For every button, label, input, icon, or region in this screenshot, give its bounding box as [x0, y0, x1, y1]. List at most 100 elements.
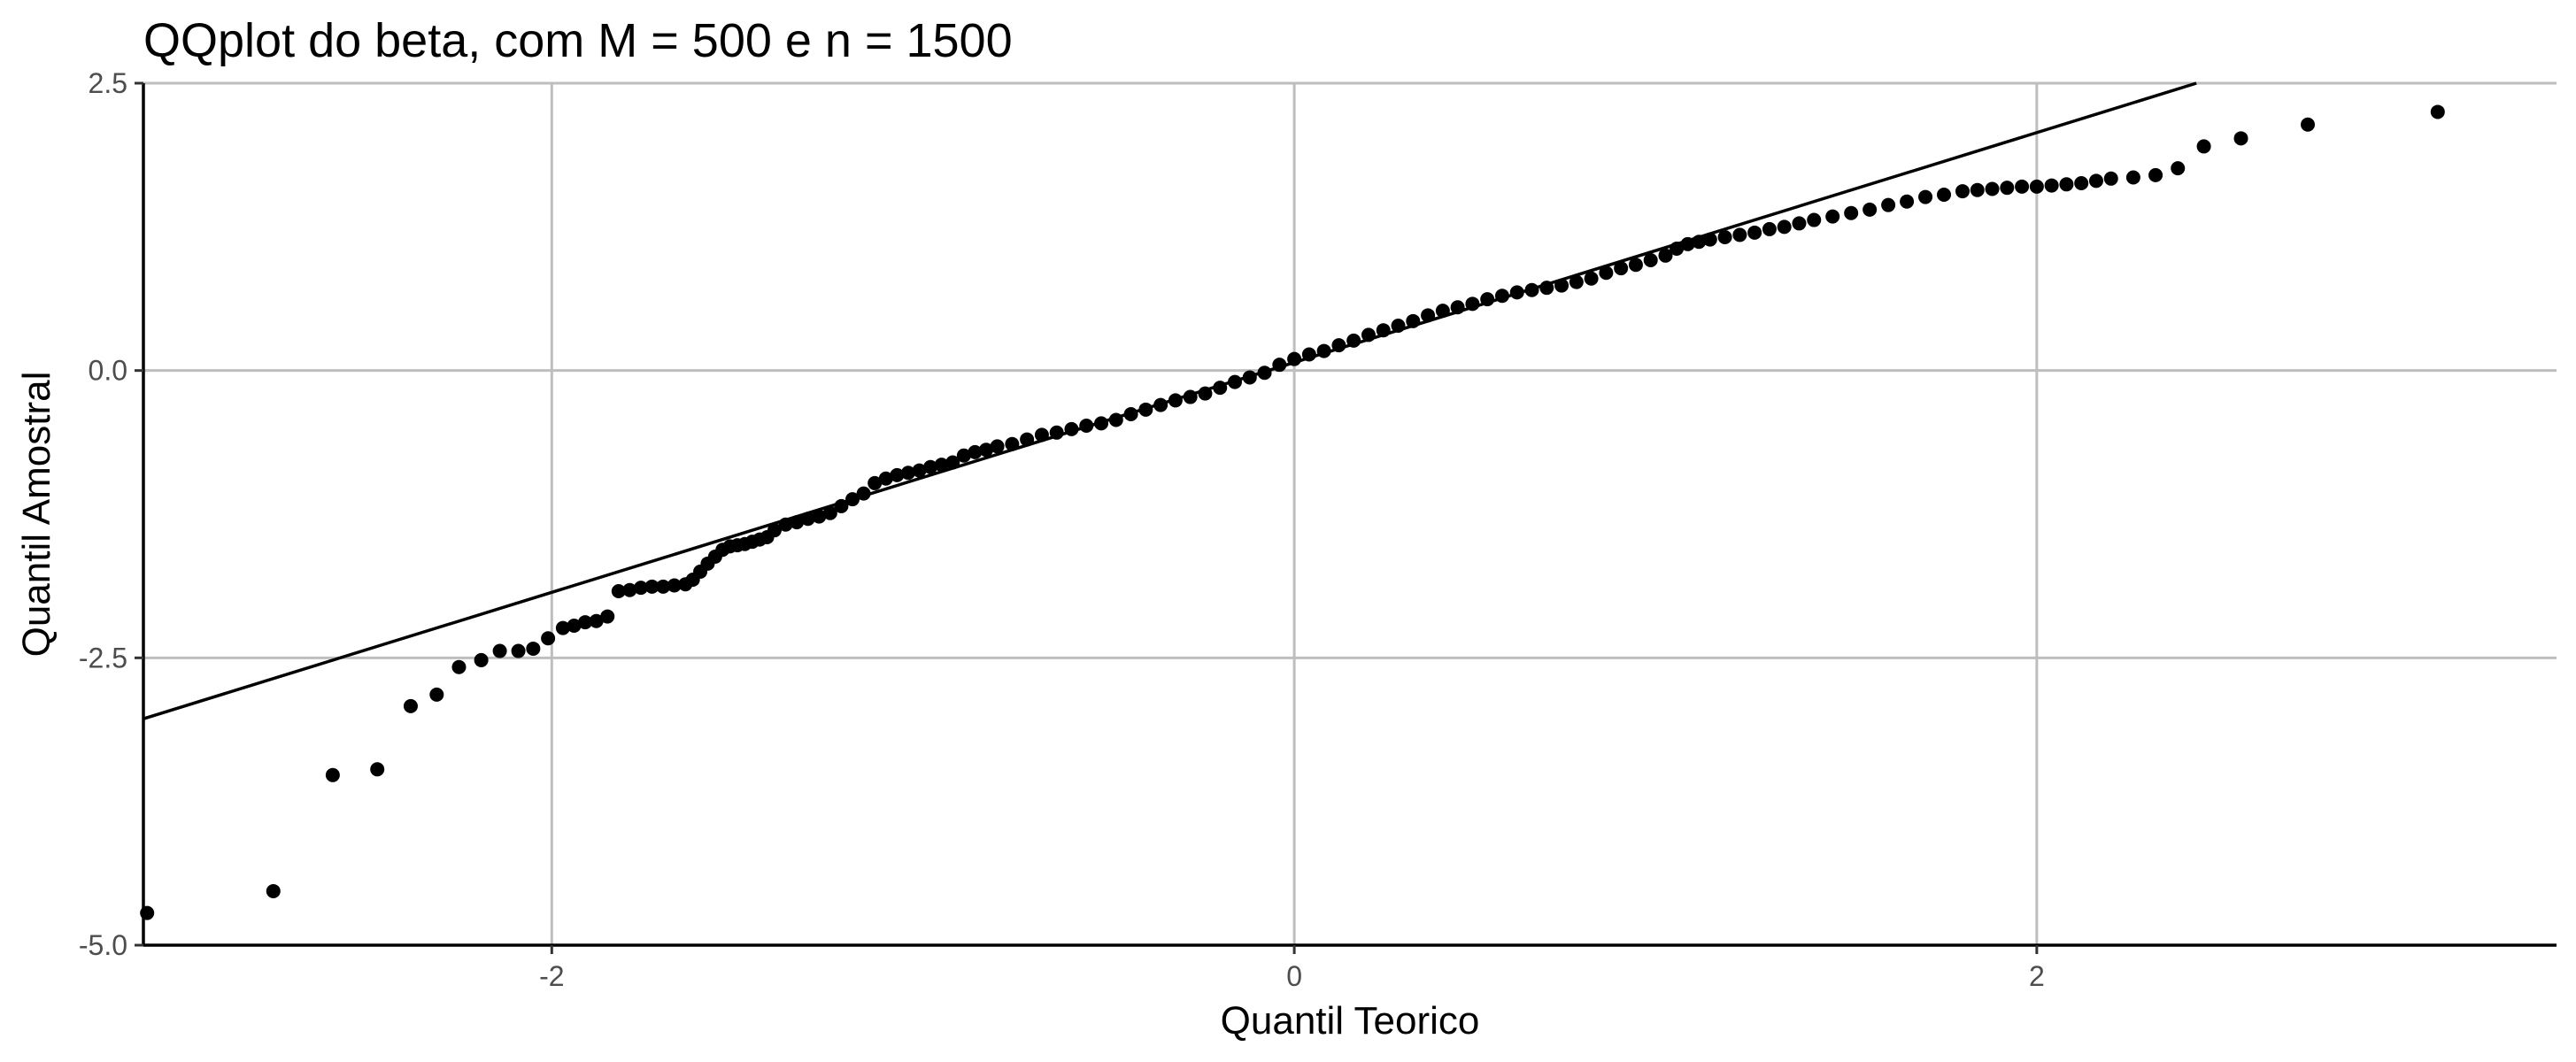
data-point-67 — [1168, 393, 1183, 408]
data-point-63 — [1108, 412, 1123, 427]
data-point-58 — [1034, 427, 1049, 442]
data-point-52 — [956, 448, 971, 463]
data-point-42 — [845, 492, 860, 507]
data-point-41 — [834, 498, 849, 513]
data-point-107 — [1747, 225, 1762, 240]
data-point-61 — [1079, 419, 1094, 434]
data-point-114 — [1863, 202, 1878, 217]
data-point-9 — [511, 643, 526, 658]
data-point-13 — [567, 618, 582, 633]
data-point-21 — [656, 579, 671, 594]
data-point-45 — [878, 471, 893, 486]
x-axis-ticks: -2 0 2 — [539, 945, 2045, 992]
data-point-54 — [979, 442, 994, 458]
x-axis-title: Quantil Teorico — [1221, 999, 1480, 1043]
data-point-74 — [1272, 358, 1287, 373]
data-point-12 — [555, 620, 570, 635]
data-point-64 — [1123, 407, 1138, 422]
data-point-11 — [541, 631, 556, 646]
data-point-15 — [589, 613, 604, 628]
data-point-131 — [2148, 167, 2163, 182]
data-point-68 — [1183, 389, 1198, 404]
data-point-36 — [778, 517, 793, 532]
data-point-127 — [2074, 175, 2089, 190]
y-tick-label-0: -5.0 — [79, 929, 127, 961]
data-point-135 — [2301, 117, 2316, 132]
data-point-79 — [1346, 333, 1361, 348]
data-point-43 — [856, 486, 871, 501]
data-point-20 — [644, 579, 659, 594]
data-point-96 — [1599, 266, 1614, 281]
data-point-89 — [1494, 289, 1509, 304]
data-point-84 — [1421, 308, 1436, 323]
data-point-116 — [1900, 194, 1915, 209]
data-point-48 — [912, 463, 927, 478]
data-point-40 — [822, 505, 837, 520]
data-point-129 — [2103, 171, 2118, 186]
data-point-130 — [2125, 170, 2140, 185]
data-point-4 — [403, 698, 418, 713]
data-point-6 — [451, 659, 467, 674]
data-point-119 — [1955, 184, 1970, 199]
data-point-126 — [2059, 177, 2074, 192]
data-point-56 — [1005, 436, 1020, 451]
data-point-69 — [1198, 386, 1213, 401]
data-point-99 — [1643, 252, 1658, 267]
data-point-87 — [1465, 296, 1480, 312]
data-point-16 — [600, 609, 615, 624]
data-point-108 — [1762, 221, 1777, 236]
gridlines — [143, 81, 2557, 947]
data-point-55 — [990, 439, 1005, 454]
data-point-7 — [474, 652, 489, 667]
data-point-103 — [1692, 235, 1707, 250]
data-point-85 — [1435, 304, 1450, 319]
data-point-77 — [1316, 343, 1331, 358]
data-point-113 — [1844, 205, 1859, 220]
x-tick-label-1: 0 — [1286, 960, 1302, 992]
data-point-82 — [1391, 319, 1406, 334]
y-tick-label-2: 0.0 — [89, 355, 127, 387]
data-point-2 — [325, 767, 340, 782]
data-point-18 — [622, 582, 637, 597]
data-point-59 — [1049, 425, 1064, 440]
data-point-112 — [1825, 209, 1840, 224]
y-tick-label-3: 2.5 — [89, 67, 127, 99]
sample-points — [140, 104, 2445, 920]
data-point-37 — [790, 515, 805, 530]
data-point-62 — [1094, 416, 1109, 431]
data-point-81 — [1376, 323, 1391, 338]
data-point-53 — [968, 444, 983, 459]
data-point-73 — [1257, 366, 1272, 381]
data-point-117 — [1918, 189, 1933, 204]
data-point-133 — [2196, 139, 2211, 154]
data-point-46 — [890, 467, 905, 482]
data-point-100 — [1658, 248, 1673, 263]
data-point-8 — [492, 643, 507, 658]
data-point-115 — [1881, 197, 1896, 212]
data-point-66 — [1153, 397, 1168, 412]
data-point-17 — [611, 584, 626, 599]
data-point-71 — [1227, 374, 1242, 389]
data-point-75 — [1287, 351, 1302, 366]
data-point-50 — [934, 458, 949, 473]
data-point-83 — [1406, 313, 1421, 328]
data-point-51 — [945, 455, 960, 470]
data-point-110 — [1792, 216, 1807, 231]
chart-title: QQplot do beta, com M = 500 e n = 1500 — [143, 14, 1013, 67]
data-point-35 — [767, 523, 782, 538]
data-point-65 — [1138, 402, 1153, 417]
data-point-10 — [526, 641, 541, 656]
data-point-125 — [2044, 178, 2059, 193]
data-point-5 — [429, 687, 444, 702]
data-point-90 — [1509, 285, 1524, 300]
data-point-3 — [370, 762, 385, 777]
data-point-39 — [812, 509, 827, 524]
data-point-105 — [1717, 230, 1732, 245]
data-point-124 — [2029, 179, 2044, 194]
data-point-136 — [2430, 104, 2445, 119]
data-point-91 — [1524, 282, 1539, 297]
data-point-80 — [1361, 327, 1376, 342]
data-point-49 — [923, 459, 938, 474]
data-point-132 — [2171, 161, 2186, 176]
